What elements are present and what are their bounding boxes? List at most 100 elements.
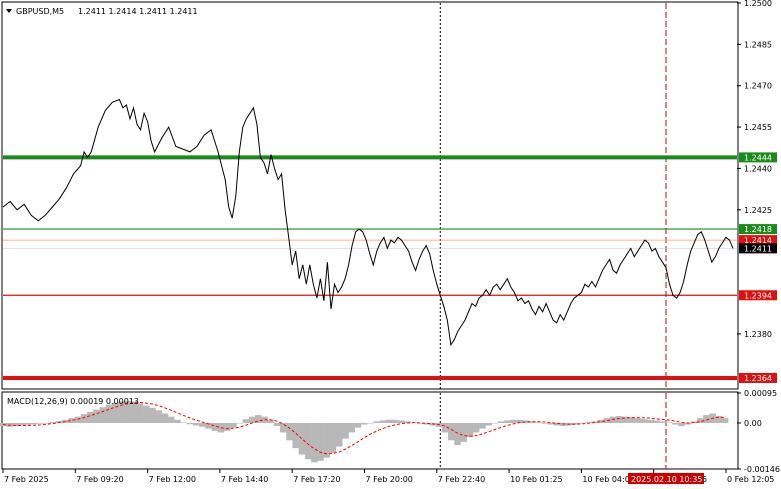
time-tick-label-7: 10 Feb 01:25 bbox=[510, 475, 562, 484]
macd-bar bbox=[578, 422, 586, 424]
macd-bar bbox=[416, 422, 424, 424]
macd-bar bbox=[404, 421, 411, 423]
macd-bar bbox=[186, 422, 194, 425]
price-line bbox=[2, 98, 734, 347]
macd-bar bbox=[560, 422, 567, 427]
cursor-time-bg bbox=[627, 473, 704, 484]
macd-bar bbox=[485, 422, 492, 426]
macd-bar bbox=[721, 418, 729, 423]
macd-bar bbox=[143, 405, 150, 423]
macd-bar bbox=[491, 422, 499, 424]
macd-bar bbox=[273, 422, 281, 427]
macd-bar bbox=[392, 419, 399, 423]
price-tick-label-2: 1.2470 bbox=[744, 82, 772, 91]
time-tick-label-5: 7 Feb 20:00 bbox=[365, 475, 412, 484]
level-lines bbox=[3, 155, 737, 380]
time-tick-label-1: 7 Feb 09:20 bbox=[76, 475, 123, 484]
macd-bar bbox=[672, 422, 679, 425]
price-tick-label-1: 1.2485 bbox=[744, 40, 772, 49]
level-tag-4: 1.2394 bbox=[744, 291, 772, 300]
macd-bar bbox=[715, 416, 723, 423]
macd-bar bbox=[298, 422, 306, 455]
macd-bar bbox=[118, 401, 125, 423]
macd-bar bbox=[136, 403, 144, 423]
price-panel[interactable] bbox=[1, 1, 739, 390]
cursor-time-label: 2025.02.10 10:35 bbox=[631, 475, 702, 484]
macd-histogram bbox=[0, 400, 729, 463]
macd-bar bbox=[223, 422, 231, 431]
macd-bar bbox=[647, 419, 654, 423]
price-tick-label-6: 1.2380 bbox=[744, 330, 772, 339]
macd-bar bbox=[659, 421, 667, 423]
macd-bar bbox=[155, 410, 162, 423]
macd-bar bbox=[74, 416, 82, 423]
macd-bar bbox=[329, 422, 337, 453]
macd-bar bbox=[93, 409, 100, 423]
time-axis: 7 Feb 2025 7 Feb 09:20 7 Feb 12:00 7 Feb 14… bbox=[2, 469, 774, 484]
collapse-triangle-icon[interactable] bbox=[6, 9, 12, 13]
macd-tick-label-2: -0.00146 bbox=[744, 465, 780, 474]
macd-bar bbox=[192, 422, 200, 426]
macd-bar bbox=[479, 422, 486, 429]
macd-bar bbox=[510, 419, 517, 423]
macd-bar bbox=[634, 418, 642, 423]
macd-bar bbox=[105, 404, 113, 423]
macd-bar bbox=[242, 419, 250, 423]
macd-bar bbox=[597, 419, 604, 423]
macd-bar bbox=[317, 422, 324, 461]
macd-bar bbox=[292, 422, 299, 449]
level-tag-2: 1.2414 bbox=[744, 236, 772, 245]
time-tick-label-4: 7 Feb 17:20 bbox=[293, 475, 340, 484]
macd-bar bbox=[466, 422, 474, 438]
macd-bar bbox=[161, 413, 169, 423]
level-tag-bg-4 bbox=[739, 290, 777, 301]
macd-bar bbox=[373, 421, 380, 423]
macd-bar bbox=[342, 422, 349, 439]
macd-bar bbox=[180, 422, 187, 423]
macd-bar bbox=[55, 421, 63, 423]
time-tick-label-3: 7 Feb 14:40 bbox=[221, 475, 268, 484]
macd-bar bbox=[497, 421, 505, 423]
time-tick-label-0: 7 Feb 2025 bbox=[4, 475, 49, 484]
chart-header: GBPUSD,M5 1.2411 1.2414 1.2411 1.2411 bbox=[6, 7, 198, 16]
macd-bar bbox=[323, 422, 331, 458]
price-tick-label-3: 1.2455 bbox=[744, 123, 772, 132]
macd-bar bbox=[280, 422, 287, 433]
macd-bar bbox=[535, 422, 542, 423]
price-tick-label-5: 1.2425 bbox=[744, 206, 772, 215]
macd-bar bbox=[12, 422, 19, 427]
macd-bar bbox=[697, 418, 704, 423]
macd-bar bbox=[553, 422, 561, 426]
macd-bar bbox=[267, 419, 275, 423]
macd-bar bbox=[472, 422, 480, 433]
level-tag-5: 1.2364 bbox=[744, 374, 772, 383]
macd-bar bbox=[547, 422, 555, 425]
macd-axis: 0.00095 0.00 -0.00146 bbox=[737, 389, 780, 474]
level-tag-1: 1.2418 bbox=[744, 225, 772, 234]
macd-panel[interactable]: MACD(12,26,9) 0.00019 0.00013 bbox=[0, 391, 739, 470]
time-tick-label-6: 7 Feb 22:40 bbox=[438, 475, 485, 484]
macd-bar bbox=[354, 422, 362, 428]
macd-tick-label-0: 0.00095 bbox=[744, 389, 777, 398]
macd-bar bbox=[167, 416, 175, 423]
macd-bar bbox=[255, 415, 262, 423]
macd-bar bbox=[628, 417, 636, 423]
level-tag-bg-0 bbox=[739, 152, 777, 163]
level-tag-bg-2 bbox=[739, 235, 777, 246]
macd-bar bbox=[665, 422, 673, 423]
macd-bar bbox=[360, 422, 368, 425]
macd-bar bbox=[522, 420, 530, 423]
time-tick-label-10: 0 Feb 12:05 bbox=[727, 475, 774, 484]
price-tick-label-0: 1.2500 bbox=[744, 0, 772, 8]
macd-bar bbox=[24, 422, 32, 425]
macd-bar bbox=[622, 416, 629, 423]
macd-bar bbox=[379, 420, 387, 423]
macd-bar bbox=[572, 422, 580, 425]
macd-bar bbox=[460, 422, 467, 442]
macd-bar bbox=[367, 422, 374, 424]
macd-bar bbox=[423, 422, 430, 425]
macd-bar bbox=[37, 422, 44, 424]
macd-bar bbox=[336, 422, 343, 447]
